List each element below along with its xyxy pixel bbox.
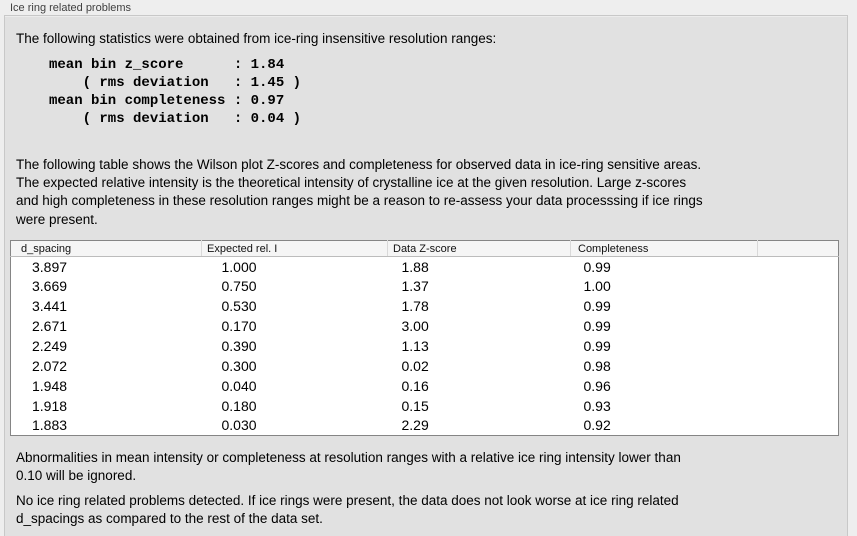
- table-cell: 0.170: [201, 316, 388, 337]
- table-cell: 0.180: [201, 395, 388, 416]
- table-cell: [757, 256, 839, 277]
- table-cell: [757, 355, 839, 376]
- table-row[interactable]: 2.072 0.300 0.02 0.98: [10, 355, 839, 376]
- table-cell: 0.99: [570, 336, 758, 356]
- table-cell: 2.072: [10, 355, 202, 376]
- table-cell: 1.13: [387, 336, 571, 356]
- table-cell: 0.040: [201, 375, 388, 396]
- table-row[interactable]: 3.897 1.000 1.88 0.99: [10, 256, 839, 277]
- table-cell: 0.99: [570, 296, 758, 317]
- table-cell: 1.883: [10, 415, 202, 436]
- column-header-data-z-score[interactable]: Data Z-score: [387, 240, 571, 257]
- table-cell: 3.00: [387, 316, 571, 337]
- table-cell: 0.16: [387, 375, 571, 396]
- table-cell: [757, 316, 839, 337]
- table-cell: 0.390: [201, 336, 388, 356]
- table-cell: 3.897: [10, 256, 202, 277]
- table-cell: 2.29: [387, 415, 571, 436]
- column-header-empty: [757, 240, 839, 257]
- table-cell: [757, 415, 839, 436]
- stats-block: mean bin z_score : 1.84 ( rms deviation …: [49, 57, 302, 127]
- table-cell: 0.98: [570, 355, 758, 376]
- table-cell: 1.918: [10, 395, 202, 416]
- table-cell: 0.99: [570, 316, 758, 337]
- column-header-completeness[interactable]: Completeness: [570, 240, 758, 257]
- table-cell: 0.300: [201, 355, 388, 376]
- table-header-row: d_spacing Expected rel. I Data Z-score C…: [10, 240, 839, 257]
- table-cell: 3.669: [10, 276, 202, 297]
- table-cell: [757, 395, 839, 416]
- table-cell: 0.92: [570, 415, 758, 436]
- table-cell: 0.02: [387, 355, 571, 376]
- table-cell: 0.15: [387, 395, 571, 416]
- table-cell: 1.00: [570, 276, 758, 297]
- table-row[interactable]: 1.883 0.030 2.29 0.92: [10, 415, 839, 436]
- table-cell: 2.671: [10, 316, 202, 337]
- table-row[interactable]: 3.441 0.530 1.78 0.99: [10, 296, 839, 317]
- table-cell: 0.530: [201, 296, 388, 317]
- intro-text: The following statistics were obtained f…: [16, 31, 497, 46]
- table-cell: 3.441: [10, 296, 202, 317]
- table-body: 3.897 1.000 1.88 0.99 3.669 0.750 1.37 1.00 3.44…: [10, 256, 839, 436]
- table-cell: [757, 375, 839, 396]
- table-cell: 0.99: [570, 256, 758, 277]
- table-cell: [757, 276, 839, 297]
- table-row[interactable]: 2.249 0.390 1.13 0.99: [10, 336, 839, 356]
- table-cell: 0.96: [570, 375, 758, 396]
- table-cell: 1.78: [387, 296, 571, 317]
- table-cell: 0.93: [570, 395, 758, 416]
- table-intro-text: The following table shows the Wilson plo…: [16, 157, 703, 227]
- table-row[interactable]: 2.671 0.170 3.00 0.99: [10, 316, 839, 337]
- table-cell: 0.750: [201, 276, 388, 297]
- table-cell: 1.948: [10, 375, 202, 396]
- table-cell: [757, 336, 839, 356]
- conclusion-text: No ice ring related problems detected. I…: [16, 493, 679, 527]
- table-cell: [757, 296, 839, 317]
- table-cell: 1.000: [201, 256, 388, 277]
- table-cell: 1.37: [387, 276, 571, 297]
- column-header-expected-rel-i[interactable]: Expected rel. I: [201, 240, 388, 257]
- table-row[interactable]: 3.669 0.750 1.37 1.00: [10, 276, 839, 297]
- table-row[interactable]: 1.918 0.180 0.15 0.93: [10, 395, 839, 416]
- note-text: Abnormalities in mean intensity or compl…: [16, 450, 681, 484]
- table-row[interactable]: 1.948 0.040 0.16 0.96: [10, 375, 839, 396]
- table-cell: 1.88: [387, 256, 571, 277]
- panel-title: Ice ring related problems: [10, 2, 132, 14]
- ice-ring-table: d_spacing Expected rel. I Data Z-score C…: [10, 240, 839, 437]
- table-cell: 0.030: [201, 415, 388, 436]
- table-cell: 2.249: [10, 336, 202, 356]
- column-header-d-spacing[interactable]: d_spacing: [10, 240, 202, 257]
